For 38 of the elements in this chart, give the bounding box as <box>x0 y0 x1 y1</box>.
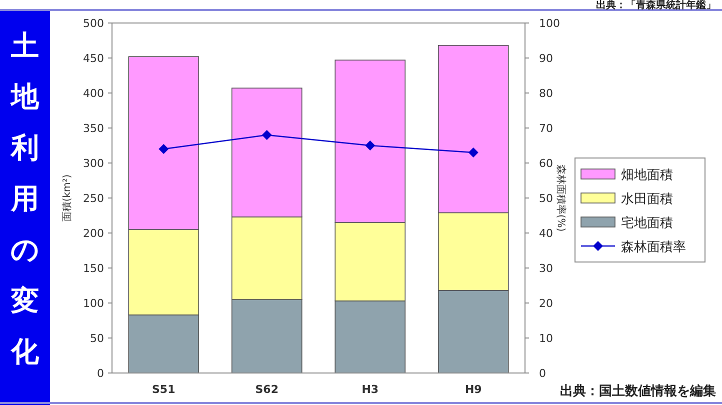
y-tick-label: 300 <box>83 157 104 170</box>
legend-label: 水田面積 <box>621 192 673 207</box>
point <box>158 144 169 154</box>
y2-axis-title: 森林面積率(%) <box>555 164 567 232</box>
y-tick-label: 0 <box>97 367 104 380</box>
y-axis-title: 面積(km²) <box>61 174 73 222</box>
y2-tick-label: 20 <box>539 297 553 310</box>
point <box>468 148 478 158</box>
y-tick-label: 50 <box>90 332 104 345</box>
y-tick-label: 350 <box>83 122 104 135</box>
y2-tick-label: 10 <box>539 332 553 345</box>
point <box>365 140 376 150</box>
y-tick-label: 150 <box>83 262 104 275</box>
y2-tick-label: 0 <box>539 367 546 380</box>
y-tick-label: 450 <box>83 52 104 65</box>
point <box>262 130 272 140</box>
y2-tick-label: 60 <box>539 157 553 170</box>
legend-label: 森林面積率 <box>621 239 686 255</box>
y2-tick-label: 40 <box>539 227 553 240</box>
y2-tick-label: 90 <box>539 52 553 65</box>
x-tick-label: S51 <box>152 383 176 396</box>
y2-tick-label: 80 <box>539 87 553 100</box>
y-tick-label: 400 <box>83 87 104 100</box>
x-tick-label: S62 <box>255 383 278 396</box>
y2-tick-label: 50 <box>539 192 553 205</box>
legend-label: 宅地面積 <box>621 215 673 231</box>
y-tick-label: 100 <box>83 297 104 310</box>
y2-tick-label: 70 <box>539 122 553 135</box>
x-tick-label: H3 <box>362 383 379 396</box>
source-note: 出典：国土数値情報を編集 <box>560 383 716 399</box>
x-tick-label: H9 <box>464 383 482 396</box>
y-tick-label: 500 <box>83 17 104 30</box>
legend-label: 畑地面積 <box>621 168 673 183</box>
y2-tick-label: 30 <box>539 262 553 275</box>
y2-tick-label: 100 <box>539 17 560 30</box>
y-tick-label: 200 <box>83 227 104 240</box>
title: 土地利用の変化 <box>0 10 50 405</box>
y-tick-label: 250 <box>83 192 104 205</box>
